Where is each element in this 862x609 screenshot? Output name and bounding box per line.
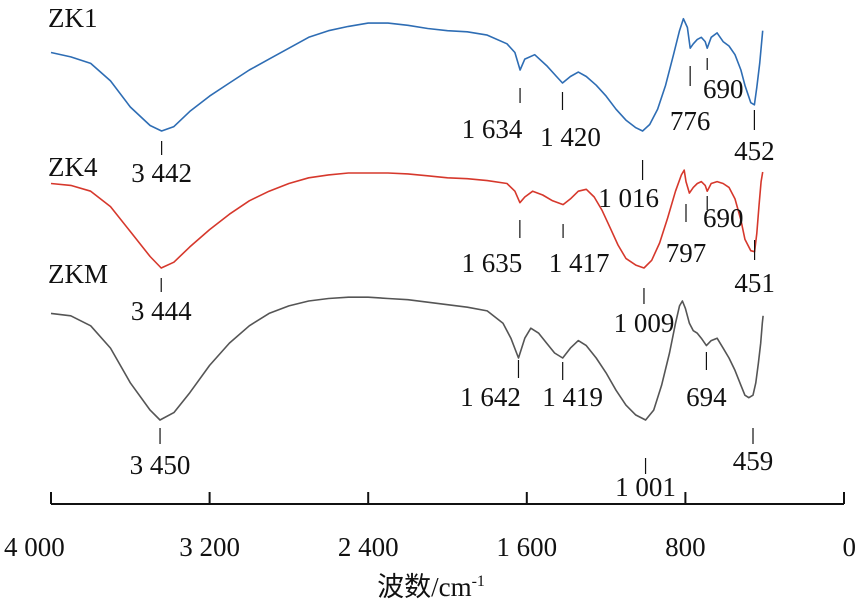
x-axis-title: 波数/cm-1 [377, 572, 485, 602]
peak-label: 1 009 [614, 308, 675, 338]
peak-label: 3 450 [130, 450, 191, 480]
peak-label: 452 [734, 136, 775, 166]
peak-label: 1 419 [542, 382, 603, 412]
series-line [50, 169, 764, 269]
peak-label: 459 [733, 446, 774, 476]
x-tick-label: 0 [843, 532, 857, 562]
series-name-label: ZK4 [48, 152, 98, 182]
peak-label: 690 [703, 74, 744, 104]
peak-label: 1 417 [549, 248, 610, 278]
peak-label: 3 444 [131, 296, 192, 326]
series-zkm: ZKM 3 450 1 642 1 419 1 001 694 459 [48, 259, 773, 502]
series-line [50, 296, 764, 421]
peak-label: 690 [703, 203, 744, 233]
x-tick-label: 4 000 [4, 532, 65, 562]
series-name-label: ZK1 [48, 3, 98, 33]
peak-label: 776 [670, 106, 711, 136]
x-tick-label: 2 400 [338, 532, 399, 562]
peak-label: 797 [666, 238, 707, 268]
peak-label: 451 [734, 268, 775, 298]
peak-label: 1 001 [615, 472, 676, 502]
series-name-label: ZKM [48, 259, 108, 289]
peak-label: 3 442 [131, 158, 192, 188]
x-axis-title-main: 波数/cm [377, 572, 472, 602]
x-axis-title-superscript: -1 [472, 573, 485, 590]
peak-label: 694 [686, 382, 727, 412]
peak-label: 1 635 [461, 248, 522, 278]
series-line [50, 17, 764, 132]
peak-label: 1 642 [460, 382, 521, 412]
x-tick-label: 1 600 [496, 532, 557, 562]
x-tick-label: 3 200 [179, 532, 240, 562]
peak-label: 1 634 [462, 114, 523, 144]
x-tick-label: 800 [665, 532, 706, 562]
peak-label: 1 016 [598, 183, 659, 213]
peak-label: 1 420 [540, 122, 601, 152]
x-axis: 4 000 3 200 2 400 1 600 800 0 [4, 492, 856, 562]
